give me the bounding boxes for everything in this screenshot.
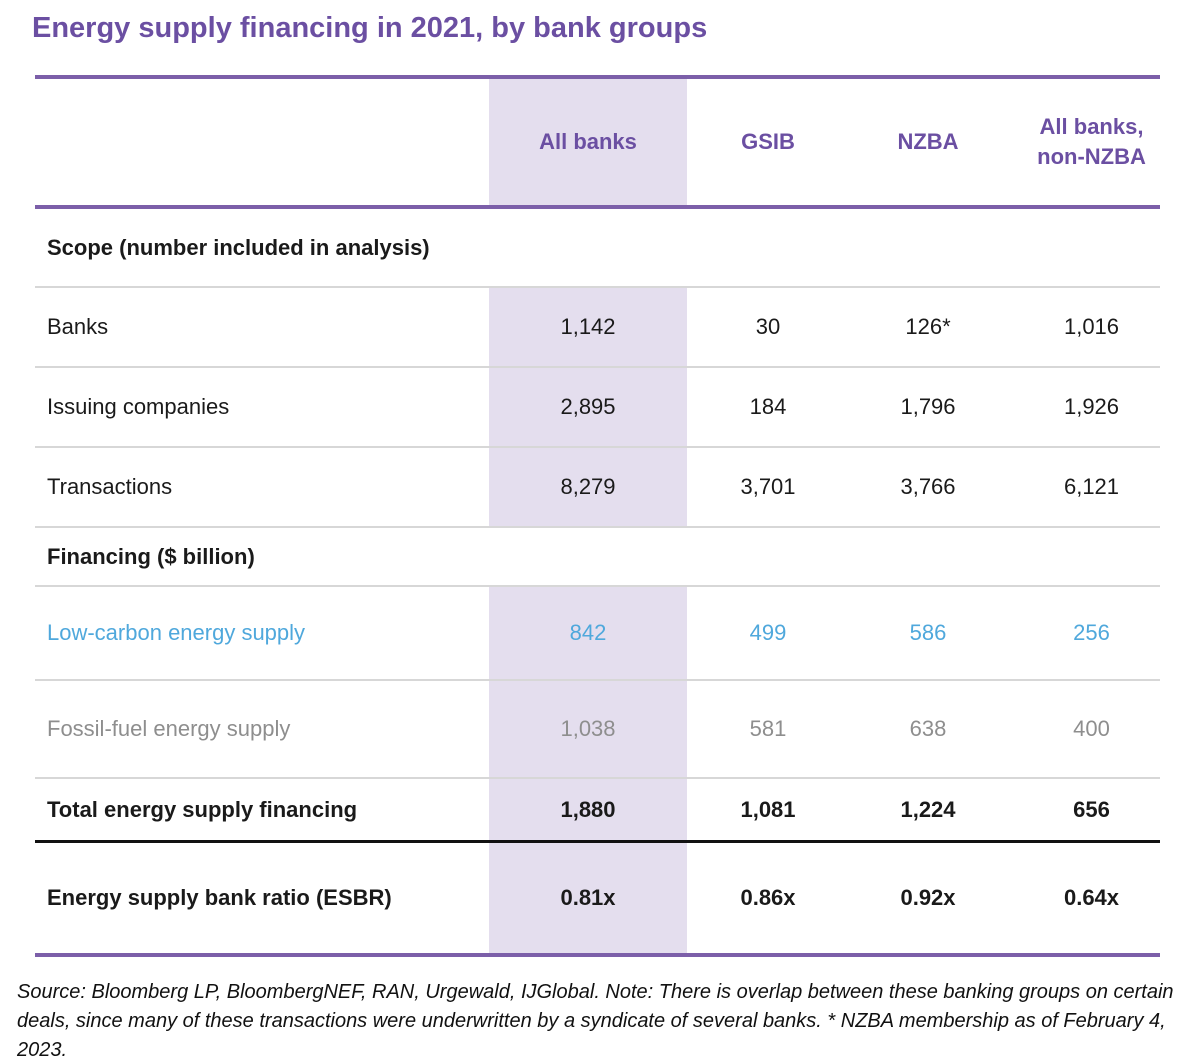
section-row-financing: Financing ($ billion) bbox=[35, 528, 1160, 585]
cell-nzba: 126* bbox=[905, 314, 951, 339]
total-row-rule bbox=[35, 840, 1160, 843]
table-bottom-rule bbox=[35, 953, 1160, 957]
table-row-esbr: Energy supply bank ratio (ESBR) 0.81x 0.… bbox=[35, 843, 1160, 953]
cell-non-nzba: 1,016 bbox=[1063, 314, 1120, 339]
cell-nzba: 0.92x bbox=[900, 885, 956, 910]
section-label: Financing ($ billion) bbox=[47, 543, 255, 569]
cell-non-nzba: 400 bbox=[1073, 716, 1110, 741]
table-row-issuing-companies: Issuing companies 2,895 184 1,796 1,926 bbox=[35, 368, 1160, 446]
figure-title: Energy supply financing in 2021, by bank… bbox=[32, 12, 708, 44]
cell-gsib: 1,081 bbox=[740, 796, 796, 822]
column-header-nzba: NZBA bbox=[897, 129, 959, 154]
cell-nzba: 638 bbox=[909, 716, 947, 741]
cell-all-banks: 1,880 bbox=[489, 779, 687, 840]
cell-all-banks: 1,038 bbox=[489, 681, 687, 777]
cell-gsib: 581 bbox=[749, 716, 787, 741]
table-row-low-carbon: Low-carbon energy supply 842 499 586 256 bbox=[35, 587, 1160, 679]
divider bbox=[35, 526, 1160, 528]
cell-non-nzba: 1,926 bbox=[1063, 394, 1120, 419]
cell-all-banks: 842 bbox=[489, 587, 687, 679]
row-label: Low-carbon energy supply bbox=[47, 620, 306, 645]
divider bbox=[35, 777, 1160, 779]
divider bbox=[35, 446, 1160, 448]
table-row-banks: Banks 1,142 30 126* 1,016 bbox=[35, 288, 1160, 366]
cell-gsib: 30 bbox=[755, 314, 781, 339]
column-header-gsib: GSIB bbox=[741, 129, 795, 154]
source-note: Source: Bloomberg LP, BloombergNEF, RAN,… bbox=[17, 981, 1174, 1061]
section-label: Scope (number included in analysis) bbox=[47, 234, 430, 260]
divider bbox=[35, 679, 1160, 681]
row-label: Energy supply bank ratio (ESBR) bbox=[47, 885, 392, 910]
cell-all-banks: 8,279 bbox=[489, 448, 687, 526]
cell-non-nzba: 6,121 bbox=[1063, 474, 1120, 499]
column-header-all-banks-non-nzba: All banks, non-NZBA bbox=[1037, 114, 1146, 169]
table-header-row: All banks GSIB NZBA All banks, non-NZBA bbox=[35, 79, 1160, 205]
row-label: Issuing companies bbox=[47, 394, 230, 419]
cell-nzba: 586 bbox=[909, 620, 947, 645]
table-row-transactions: Transactions 8,279 3,701 3,766 6,121 bbox=[35, 448, 1160, 526]
divider bbox=[35, 585, 1160, 587]
divider bbox=[35, 366, 1160, 368]
cell-nzba: 3,766 bbox=[900, 474, 956, 499]
cell-all-banks: 2,895 bbox=[489, 368, 687, 446]
cell-non-nzba: 256 bbox=[1073, 620, 1110, 645]
cell-non-nzba: 0.64x bbox=[1063, 885, 1120, 910]
cell-gsib: 0.86x bbox=[740, 885, 796, 910]
cell-nzba: 1,224 bbox=[900, 796, 956, 822]
header-empty-cell bbox=[35, 79, 489, 205]
row-label: Banks bbox=[47, 314, 109, 339]
column-header-all-banks: All banks bbox=[489, 79, 687, 205]
cell-all-banks: 0.81x bbox=[489, 843, 687, 953]
cell-gsib: 3,701 bbox=[740, 474, 796, 499]
row-label: Total energy supply financing bbox=[47, 796, 358, 822]
table-row-total-financing: Total energy supply financing 1,880 1,08… bbox=[35, 779, 1160, 840]
row-label: Fossil-fuel energy supply bbox=[47, 716, 291, 741]
table-top-rule bbox=[35, 75, 1160, 79]
header-bottom-rule bbox=[35, 205, 1160, 209]
cell-gsib: 499 bbox=[749, 620, 787, 645]
section-row-scope: Scope (number included in analysis) bbox=[35, 209, 1160, 286]
cell-nzba: 1,796 bbox=[900, 394, 956, 419]
row-label: Transactions bbox=[47, 474, 173, 499]
cell-gsib: 184 bbox=[749, 394, 787, 419]
data-table: All banks GSIB NZBA All banks, non-NZBA … bbox=[35, 75, 1160, 957]
cell-all-banks: 1,142 bbox=[489, 288, 687, 366]
divider bbox=[35, 286, 1160, 288]
table-row-fossil-fuel: Fossil-fuel energy supply 1,038 581 638 … bbox=[35, 681, 1160, 777]
cell-non-nzba: 656 bbox=[1073, 796, 1110, 822]
